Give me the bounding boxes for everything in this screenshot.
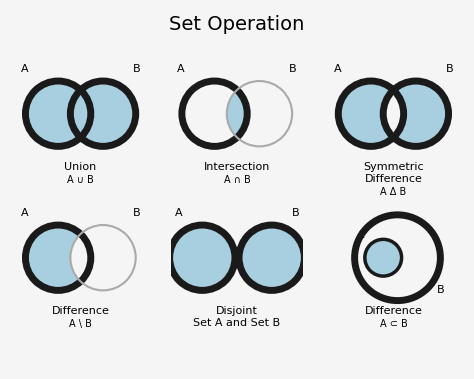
- Text: A ∩ B: A ∩ B: [224, 175, 250, 185]
- Text: Symmetric
Difference: Symmetric Difference: [363, 162, 424, 184]
- Circle shape: [182, 81, 247, 146]
- Circle shape: [239, 225, 304, 290]
- Circle shape: [227, 81, 292, 146]
- Text: A \ B: A \ B: [69, 319, 92, 329]
- Circle shape: [338, 81, 404, 146]
- Circle shape: [365, 240, 401, 276]
- Text: A: A: [333, 64, 341, 74]
- Text: A: A: [175, 208, 182, 218]
- Text: Disjoint
Set A and Set B: Disjoint Set A and Set B: [193, 306, 281, 328]
- Circle shape: [26, 81, 91, 146]
- Text: B: B: [133, 64, 141, 74]
- Circle shape: [383, 81, 448, 146]
- Text: B: B: [446, 64, 454, 74]
- Circle shape: [182, 81, 247, 146]
- Circle shape: [26, 225, 91, 290]
- Text: Difference: Difference: [365, 306, 422, 316]
- Circle shape: [70, 225, 136, 290]
- Text: B: B: [437, 285, 444, 295]
- Circle shape: [26, 225, 91, 290]
- Text: Intersection: Intersection: [204, 162, 270, 172]
- Text: Difference: Difference: [52, 306, 109, 316]
- Text: A ⊂ B: A ⊂ B: [380, 319, 407, 329]
- Circle shape: [170, 225, 235, 290]
- Text: A: A: [177, 64, 185, 74]
- Text: A ∪ B: A ∪ B: [67, 175, 94, 185]
- Text: A: A: [20, 64, 28, 74]
- Text: A Δ B: A Δ B: [380, 187, 407, 197]
- Text: Union: Union: [64, 162, 97, 172]
- Circle shape: [355, 215, 440, 301]
- Text: B: B: [289, 64, 297, 74]
- Text: Set Operation: Set Operation: [169, 15, 305, 34]
- Circle shape: [70, 81, 136, 146]
- Circle shape: [338, 81, 404, 146]
- Text: A: A: [357, 230, 365, 240]
- Text: A: A: [20, 208, 28, 218]
- Text: B: B: [292, 208, 299, 218]
- Text: B: B: [133, 208, 141, 218]
